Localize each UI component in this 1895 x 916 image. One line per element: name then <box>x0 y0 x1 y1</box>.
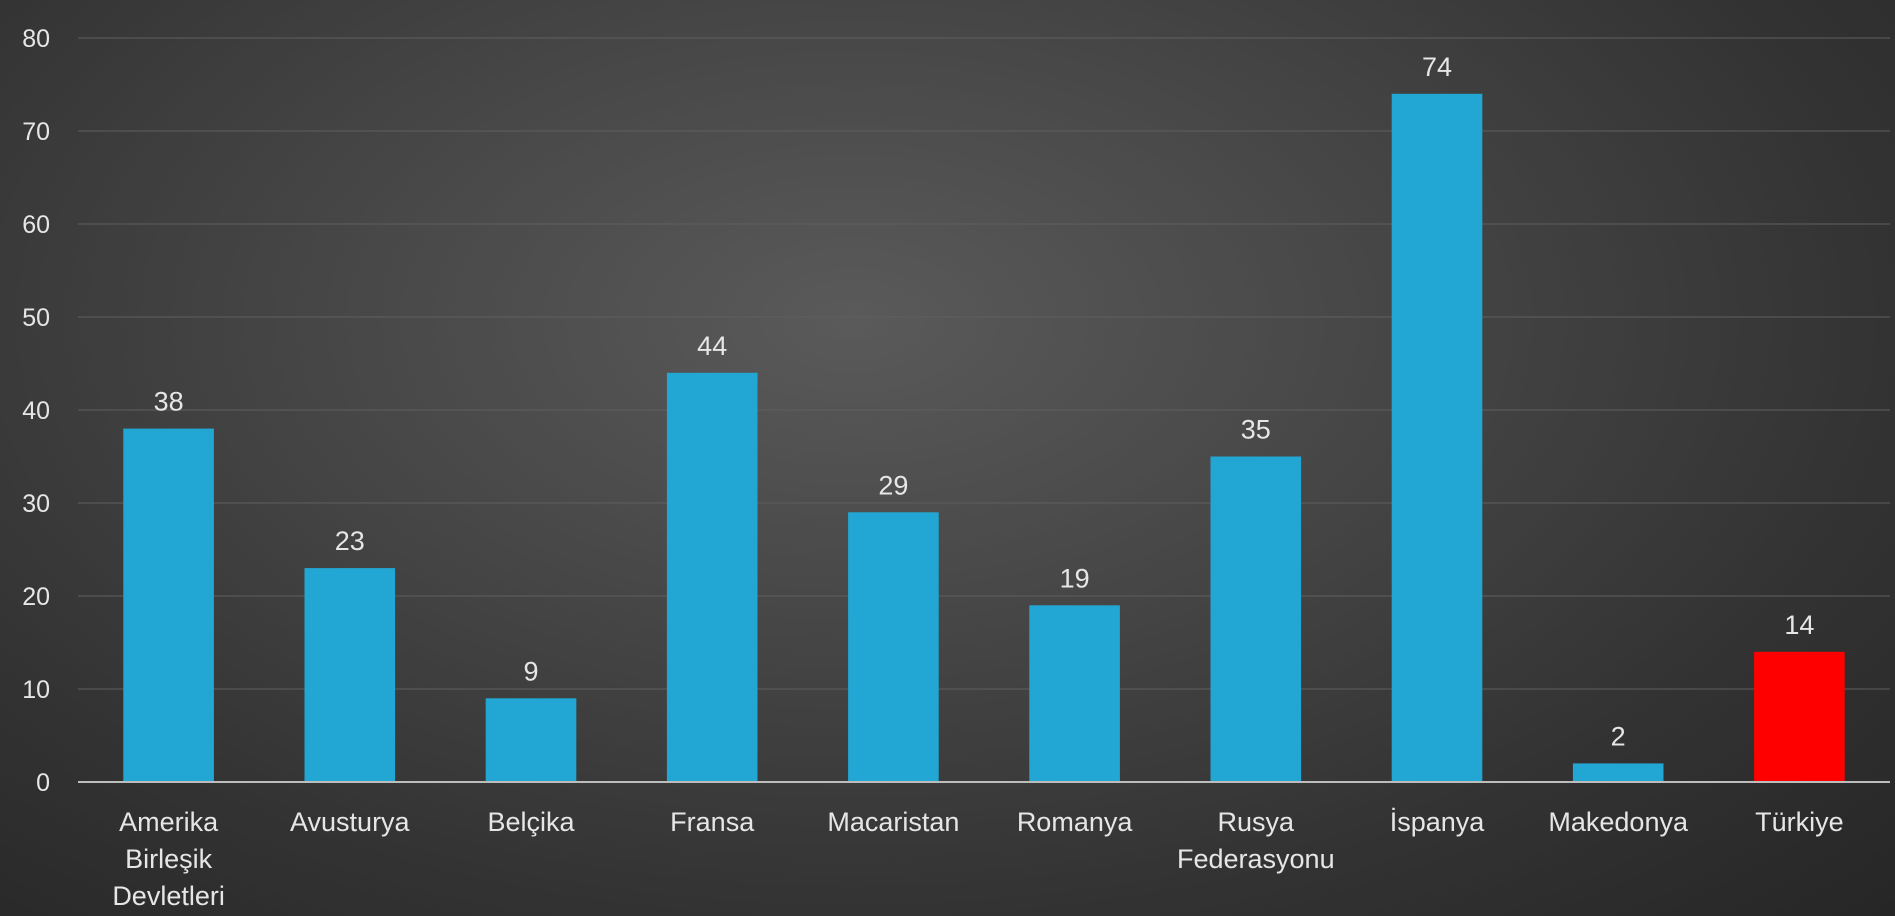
x-category-label: Avusturya <box>290 807 411 837</box>
data-label: 9 <box>523 656 538 686</box>
data-label: 14 <box>1784 610 1814 640</box>
x-category-label: Fransa <box>670 807 755 837</box>
x-axis-category-labels: Amerika Birleşik Devletleri Avusturya Belçik… <box>112 806 1843 911</box>
x-category-label: Belçika <box>487 807 575 837</box>
x-category-label: İspanya <box>1390 806 1486 837</box>
bar <box>1572 763 1664 782</box>
data-label: 74 <box>1422 52 1452 82</box>
bar <box>666 372 758 782</box>
data-label: 29 <box>878 470 908 500</box>
x-category-label-line: Romanya <box>1017 807 1134 837</box>
y-tick-label: 70 <box>22 118 50 146</box>
x-category-label: Türkiye <box>1755 807 1844 837</box>
y-tick-label: 30 <box>22 490 50 518</box>
x-category-label-line: Makedonya <box>1548 807 1689 837</box>
bar <box>123 428 214 782</box>
x-category-label: Makedonya <box>1548 807 1689 837</box>
x-category-label-line: Amerika <box>119 807 219 837</box>
data-label: 19 <box>1060 563 1090 593</box>
y-tick-label: 50 <box>22 304 50 332</box>
x-category-label-line: Avusturya <box>290 807 411 837</box>
x-category-label: Rusya Federasyonu <box>1177 807 1335 874</box>
x-category-label-line: Federasyonu <box>1177 844 1335 874</box>
data-labels: 38 23 9 44 29 19 35 74 2 14 <box>154 52 1815 752</box>
y-tick-label: 10 <box>22 676 50 704</box>
bar <box>1210 456 1302 782</box>
data-label: 44 <box>697 331 727 361</box>
x-category-label-line: Rusya <box>1218 807 1296 837</box>
y-tick-label: 20 <box>22 583 50 611</box>
x-category-label-line: Türkiye <box>1755 807 1844 837</box>
y-tick-label: 40 <box>22 397 50 425</box>
x-category-label: Macaristan <box>827 807 959 837</box>
bar <box>1754 651 1845 782</box>
data-label: 38 <box>154 387 184 417</box>
data-label: 35 <box>1241 415 1271 445</box>
bar <box>848 512 939 782</box>
bars <box>123 93 1845 783</box>
x-category-label-line: İspanya <box>1390 806 1486 837</box>
y-tick-label: 60 <box>22 211 50 239</box>
x-category-label-line: Fransa <box>670 807 755 837</box>
x-category-label-line: Devletleri <box>112 881 225 911</box>
bar <box>485 698 577 782</box>
x-category-label-line: Belçika <box>487 807 575 837</box>
data-label: 2 <box>1611 721 1626 751</box>
bar <box>1391 93 1483 783</box>
data-label: 23 <box>335 526 365 556</box>
x-category-label-line: Birleşik <box>125 844 213 874</box>
x-category-label: Romanya <box>1017 807 1134 837</box>
y-axis-tick-labels: 0 10 20 30 40 50 60 70 80 <box>22 25 50 797</box>
y-tick-label: 0 <box>36 769 50 797</box>
y-tick-label: 80 <box>22 25 50 53</box>
bar <box>304 568 396 782</box>
bar <box>1029 605 1120 782</box>
x-category-label: Amerika Birleşik Devletleri <box>112 807 225 911</box>
x-category-label-line: Macaristan <box>827 807 959 837</box>
